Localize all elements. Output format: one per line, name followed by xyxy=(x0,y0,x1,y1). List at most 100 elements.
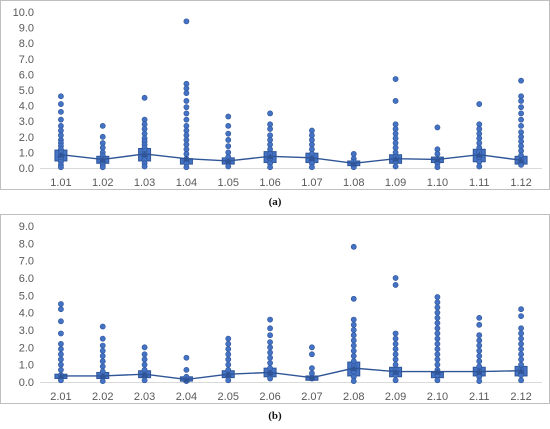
data-point xyxy=(476,347,483,354)
data-point xyxy=(58,318,64,325)
data-point xyxy=(350,347,357,354)
data-point xyxy=(267,360,273,366)
data-point xyxy=(476,332,483,339)
data-point xyxy=(434,314,441,321)
mean-marker xyxy=(141,371,149,378)
data-point xyxy=(225,346,232,352)
x-tick-label: 2.04 xyxy=(176,391,197,403)
data-point xyxy=(99,164,106,171)
y-tick-label: 2.0 xyxy=(19,132,34,144)
y-tick-label: 9.0 xyxy=(19,221,34,233)
mean-marker xyxy=(433,156,441,163)
data-point xyxy=(476,321,483,328)
x-tick-label: 2.08 xyxy=(343,391,364,403)
data-point xyxy=(58,330,64,337)
x-tick-label: 1.03 xyxy=(134,177,155,189)
data-point xyxy=(225,335,232,342)
caption-b: (b) xyxy=(268,410,282,422)
data-point xyxy=(267,110,273,117)
data-point xyxy=(434,340,441,347)
data-point xyxy=(350,327,357,333)
data-point xyxy=(434,335,441,342)
data-point xyxy=(476,337,483,344)
data-point xyxy=(518,351,524,358)
x-tick-label: 1.02 xyxy=(92,177,113,189)
x-tick-label: 2.09 xyxy=(385,391,406,403)
data-point xyxy=(58,351,64,358)
mean-line xyxy=(60,153,522,165)
data-point xyxy=(141,356,148,363)
x-tick-label: 1.08 xyxy=(343,177,364,189)
data-point xyxy=(58,366,64,373)
data-point xyxy=(183,116,190,123)
data-point xyxy=(350,342,357,349)
data-point xyxy=(392,346,399,352)
mean-marker xyxy=(224,157,232,164)
mean-marker xyxy=(308,374,316,381)
data-point xyxy=(434,361,441,368)
data-point xyxy=(518,116,524,123)
data-point xyxy=(99,378,106,385)
data-point xyxy=(183,354,190,361)
data-point xyxy=(267,332,273,339)
mean-marker xyxy=(141,150,149,157)
data-point xyxy=(476,101,483,107)
mean-marker xyxy=(57,151,65,158)
data-point xyxy=(99,363,106,370)
data-point xyxy=(518,77,524,84)
data-point xyxy=(141,351,148,358)
data-point xyxy=(392,163,399,170)
mean-marker xyxy=(517,157,525,164)
y-tick-label: 0.0 xyxy=(19,163,34,175)
x-tick-label: 2.11 xyxy=(469,391,490,403)
data-point xyxy=(58,93,64,100)
data-point xyxy=(141,377,148,384)
data-point xyxy=(476,342,483,349)
data-point xyxy=(58,356,64,363)
data-point xyxy=(392,356,399,363)
data-point xyxy=(141,94,148,101)
mean-marker xyxy=(517,367,525,374)
x-tick-label: 1.05 xyxy=(218,177,239,189)
chart-panel-b: 0.0 1.0 2.0 3.0 4.0 5.0 6.0 7.0 8.0 9.0 2.01 2.02 2.… xyxy=(0,214,550,404)
data-point xyxy=(309,344,315,351)
data-point xyxy=(350,321,357,328)
x-tick-label: 1.12 xyxy=(510,177,531,189)
mean-marker xyxy=(433,368,441,375)
data-point xyxy=(183,110,190,117)
data-point xyxy=(392,330,399,337)
x-tick-label: 2.07 xyxy=(301,391,322,403)
data-point xyxy=(434,294,441,300)
data-point xyxy=(58,361,64,368)
data-point xyxy=(58,116,64,123)
chart-b-svg: 0.0 1.0 2.0 3.0 4.0 5.0 6.0 7.0 8.0 9.0 2.01 2.02 2.… xyxy=(0,214,550,404)
data-point xyxy=(518,356,524,363)
y-tick-label: 0.0 xyxy=(19,377,34,389)
data-point xyxy=(434,356,441,363)
data-point xyxy=(518,104,524,111)
data-point xyxy=(183,90,190,97)
data-point xyxy=(267,339,273,346)
data-point xyxy=(225,356,232,363)
x-tick-label: 2.12 xyxy=(510,391,531,403)
data-point xyxy=(350,295,357,302)
data-point xyxy=(183,164,190,171)
data-point xyxy=(476,378,483,385)
data-point xyxy=(350,332,357,339)
data-point xyxy=(99,133,106,140)
data-point xyxy=(350,378,357,385)
data-point xyxy=(225,130,232,137)
y-tick-label: 1.0 xyxy=(19,147,34,159)
data-point xyxy=(518,377,524,384)
data-point xyxy=(267,126,273,132)
data-point xyxy=(434,299,441,306)
data-point xyxy=(58,101,64,107)
y-tick-label: 6.0 xyxy=(19,69,34,81)
mean-marker xyxy=(350,160,358,167)
data-point xyxy=(267,316,273,323)
data-point xyxy=(518,335,524,342)
y-tick-label: 4.0 xyxy=(19,308,34,320)
x-tick-label: 1.04 xyxy=(176,177,197,189)
data-point xyxy=(183,98,190,104)
y-tick-label: 10.0 xyxy=(13,7,34,19)
